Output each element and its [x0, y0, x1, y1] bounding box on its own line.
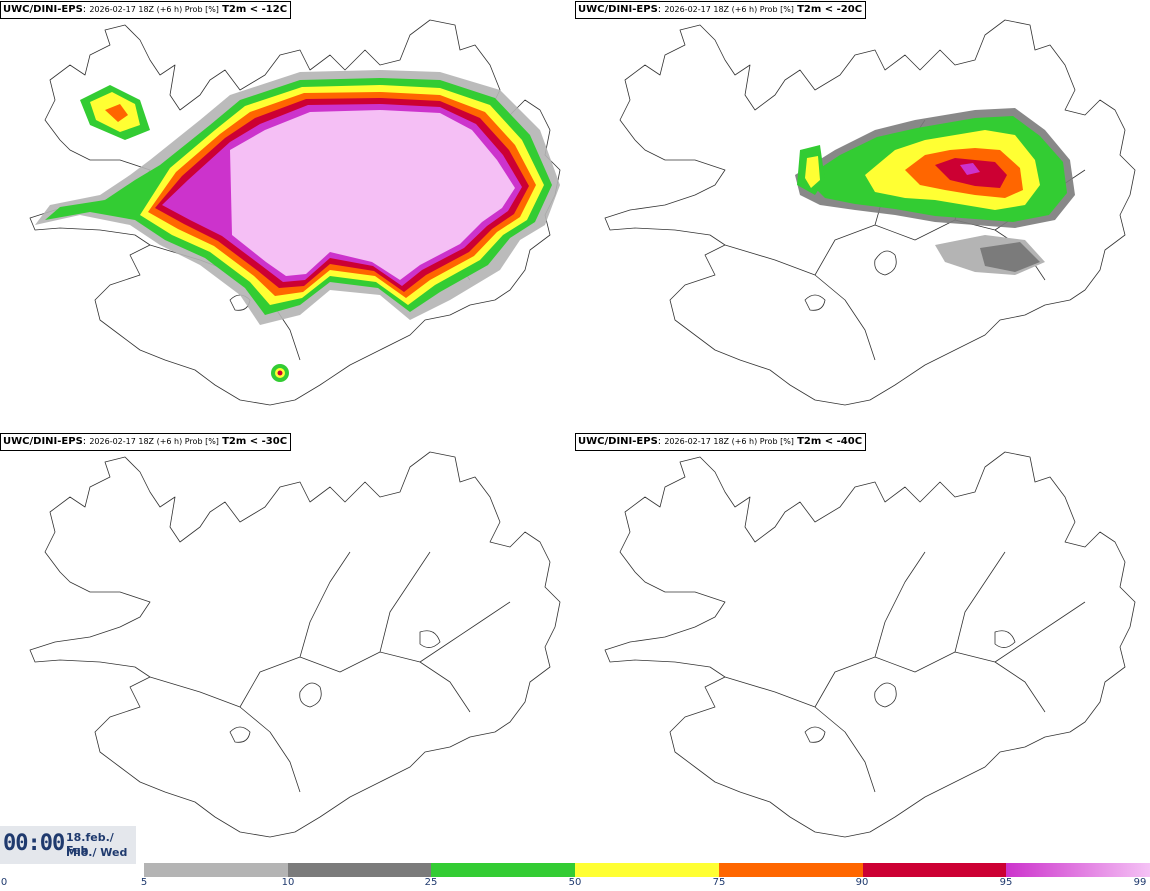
valid-day: Mið./ Wed — [66, 846, 128, 859]
probability-overlay — [795, 108, 1075, 275]
tick-label: 90 — [855, 877, 869, 888]
run-info: 2026-02-17 18Z (+6 h) Prob [%] — [664, 5, 794, 14]
model-name: UWC/DINI-EPS — [578, 4, 658, 15]
panel-t2m-minus30: UWC/DINI-EPS: 2026-02-17 18Z (+6 h) Prob… — [0, 432, 575, 864]
tick-label: 25 — [424, 877, 438, 888]
valid-date: 18.feb./ Feb — [66, 831, 114, 857]
run-info: 2026-02-17 18Z (+6 h) Prob [%] — [89, 5, 219, 14]
panel-title: UWC/DINI-EPS: 2026-02-17 18Z (+6 h) Prob… — [0, 433, 292, 451]
panel-title: UWC/DINI-EPS: 2026-02-17 18Z (+6 h) Prob… — [575, 1, 867, 19]
run-info: 2026-02-17 18Z (+6 h) Prob [%] — [89, 437, 219, 446]
model-name: UWC/DINI-EPS — [3, 4, 83, 15]
probability-overlay — [35, 70, 560, 382]
tick-label: 95 — [999, 877, 1013, 888]
tick-label: 99 — [1133, 877, 1147, 888]
color-bin-25-50 — [431, 863, 576, 877]
tick-label: 0 — [0, 877, 8, 888]
tick-label: 5 — [140, 877, 148, 888]
color-bin-95-99 — [1006, 863, 1150, 877]
threshold-label: T2m < -12C — [222, 4, 288, 15]
valid-time-box: 00:00 18.feb./ Feb Mið./ Wed — [0, 826, 136, 864]
color-bin-10-25 — [287, 863, 432, 877]
color-bar — [144, 863, 1150, 877]
panel-title: UWC/DINI-EPS: 2026-02-17 18Z (+6 h) Prob… — [0, 1, 292, 19]
color-bin-75-90 — [718, 863, 863, 877]
panel-t2m-minus20: UWC/DINI-EPS: 2026-02-17 18Z (+6 h) Prob… — [575, 0, 1150, 432]
run-info: 2026-02-17 18Z (+6 h) Prob [%] — [664, 437, 794, 446]
map-iceland-minus40 — [604, 451, 1136, 838]
map-iceland-minus12 — [29, 19, 561, 406]
tick-label: 75 — [712, 877, 726, 888]
threshold-label: T2m < -20C — [797, 4, 863, 15]
panel-t2m-minus40: UWC/DINI-EPS: 2026-02-17 18Z (+6 h) Prob… — [575, 432, 1150, 864]
color-bin-50-75 — [575, 863, 719, 877]
panel-title: UWC/DINI-EPS: 2026-02-17 18Z (+6 h) Prob… — [575, 433, 867, 451]
tick-label: 10 — [281, 877, 295, 888]
model-name: UWC/DINI-EPS — [578, 436, 658, 447]
map-iceland-minus30 — [29, 451, 561, 838]
color-bin-90-95 — [862, 863, 1007, 877]
color-bin-5-10 — [144, 863, 288, 877]
tick-label: 50 — [568, 877, 582, 888]
map-iceland-minus20 — [604, 19, 1136, 406]
model-name: UWC/DINI-EPS — [3, 436, 83, 447]
valid-time: 00:00 — [3, 831, 65, 856]
threshold-label: T2m < -30C — [222, 436, 288, 447]
panel-t2m-minus12: UWC/DINI-EPS: 2026-02-17 18Z (+6 h) Prob… — [0, 0, 575, 432]
threshold-label: T2m < -40C — [797, 436, 863, 447]
